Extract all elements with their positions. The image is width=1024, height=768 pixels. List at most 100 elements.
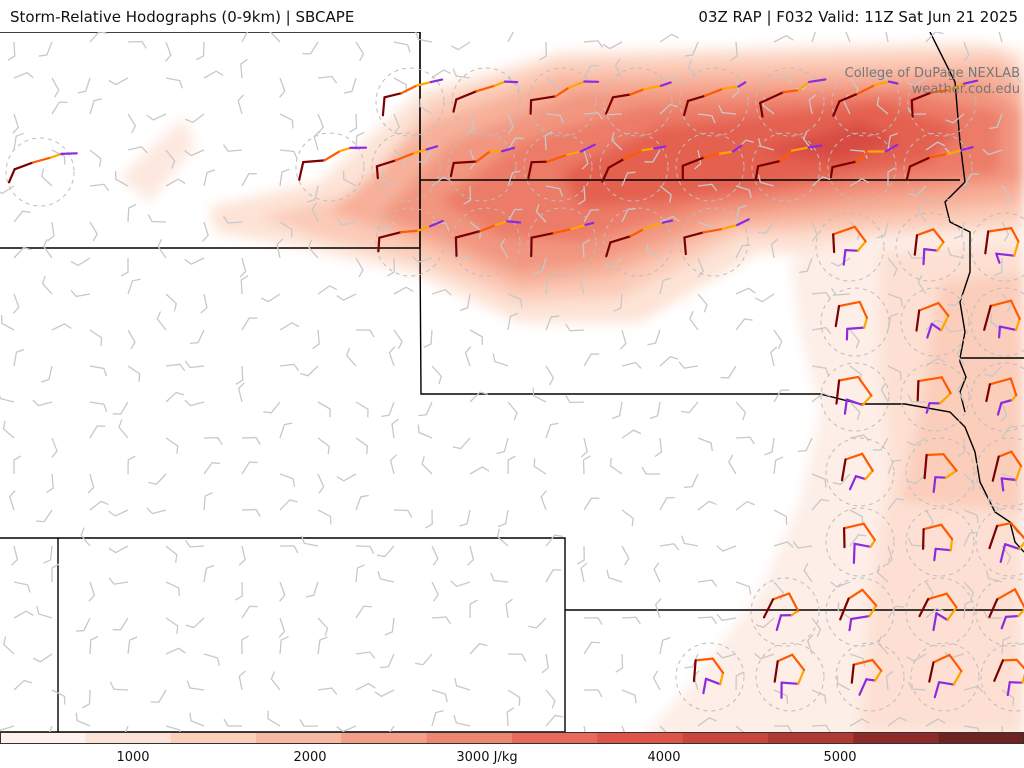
- hodograph-segment: [731, 144, 743, 153]
- hodograph-segment: [934, 476, 948, 479]
- wind-barb: [89, 329, 103, 346]
- hodograph-segment: [910, 91, 933, 102]
- wind-barb: [925, 319, 944, 331]
- hodograph-segment: [711, 657, 725, 674]
- wind-barb: [621, 171, 636, 187]
- wind-barb: [614, 58, 623, 79]
- hodograph-segment: [771, 592, 791, 601]
- wind-barb: [203, 653, 221, 666]
- wind-barb: [621, 509, 634, 527]
- hodograph-segment: [797, 80, 811, 92]
- wind-barb: [837, 602, 851, 619]
- hodograph-segment: [905, 165, 912, 181]
- wind-barb: [13, 581, 31, 593]
- wind-barb: [355, 257, 364, 278]
- hodograph-ring: [375, 67, 445, 137]
- wind-barb: [336, 218, 357, 226]
- wind-barb: [13, 72, 34, 79]
- wind-barb: [311, 202, 319, 223]
- wind-barb: [1001, 636, 1011, 655]
- hodograph-segment: [844, 249, 860, 252]
- wind-barb: [317, 401, 331, 418]
- wind-barb: [507, 689, 521, 706]
- hodograph-ring: [831, 67, 901, 137]
- wind-barb: [621, 207, 637, 223]
- wind-barb: [659, 215, 680, 223]
- hodograph-segment: [842, 249, 847, 266]
- hodograph-segment: [991, 455, 1000, 482]
- wind-barb: [80, 527, 91, 547]
- wind-barb: [887, 257, 898, 277]
- hodograph-segment: [938, 392, 952, 405]
- wind-barb: [887, 498, 905, 511]
- wind-barb: [806, 634, 814, 655]
- wind-barb: [678, 361, 699, 369]
- colorbar-swatch: [0, 732, 87, 744]
- wind-barb: [545, 77, 559, 95]
- hodograph-segment: [983, 304, 992, 331]
- wind-barb: [375, 221, 395, 232]
- wind-barb: [276, 238, 284, 259]
- hodographs: [5, 67, 1024, 712]
- hodograph-segment: [797, 668, 806, 685]
- wind-barb: [732, 77, 740, 98]
- wind-barb: [773, 541, 794, 548]
- hodograph-segment: [1009, 377, 1018, 397]
- hodograph-segment: [928, 152, 949, 159]
- hodograph-segment: [856, 84, 876, 95]
- hodograph-ring: [970, 287, 1024, 357]
- wind-barb: [450, 580, 471, 588]
- hodograph-ring: [523, 132, 593, 202]
- hodograph-segment: [773, 660, 779, 683]
- wind-barb: [735, 401, 747, 421]
- wind-barb: [317, 687, 338, 695]
- hodograph-segment: [944, 469, 958, 479]
- wind-barb: [150, 689, 167, 703]
- wind-barb: [89, 183, 110, 192]
- hodograph-segment: [861, 588, 878, 607]
- wind-barb: [469, 466, 490, 475]
- hodograph-segment: [916, 380, 920, 402]
- wind-barb: [75, 617, 91, 632]
- wind-barb: [393, 286, 414, 295]
- wind-barb: [963, 581, 975, 601]
- wind-barb: [987, 496, 1003, 511]
- cape-colorbar: [0, 732, 1024, 744]
- wind-barb: [534, 257, 547, 275]
- wind-barb: [716, 651, 737, 659]
- hodograph-segment: [917, 376, 943, 383]
- wind-barb: [355, 605, 372, 619]
- wind-barb: [773, 76, 794, 84]
- hodograph-segment: [1014, 317, 1021, 331]
- wind-barb: [279, 149, 298, 160]
- colorbar-swatch: [682, 732, 769, 744]
- wind-barb: [1001, 185, 1011, 206]
- wind-barb: [431, 616, 451, 625]
- hodograph-segment: [475, 84, 496, 93]
- hodograph-segment: [1000, 477, 1018, 482]
- hodograph-segment: [529, 95, 557, 102]
- wind-barb: [545, 569, 562, 583]
- colorbar-swatch: [426, 732, 513, 744]
- wind-barb: [957, 437, 966, 457]
- colorbar-labels: 1000 2000 3000 J/kg 4000 5000: [0, 748, 1024, 768]
- wind-barb: [659, 103, 679, 115]
- hodograph-segment: [428, 219, 444, 228]
- wind-barb: [1001, 221, 1010, 242]
- hodograph-ring: [907, 67, 977, 137]
- wind-barb: [267, 710, 281, 727]
- wind-barb: [718, 104, 737, 115]
- wind-barb: [836, 675, 851, 691]
- wind-barb: [38, 41, 53, 57]
- wind-barb: [697, 437, 713, 452]
- wind-barb: [270, 671, 281, 691]
- wind-barb: [621, 429, 642, 439]
- wind-barb: [507, 401, 518, 421]
- wind-barb: [1001, 293, 1012, 313]
- hodograph-segment: [995, 252, 1016, 257]
- map-panel[interactable]: College of DuPage NEXLAB weather.cod.edu: [0, 32, 1024, 742]
- hodograph-segment: [452, 160, 478, 165]
- hodograph-segment: [933, 547, 937, 562]
- wind-barb: [279, 77, 286, 98]
- wind-barb: [653, 562, 661, 583]
